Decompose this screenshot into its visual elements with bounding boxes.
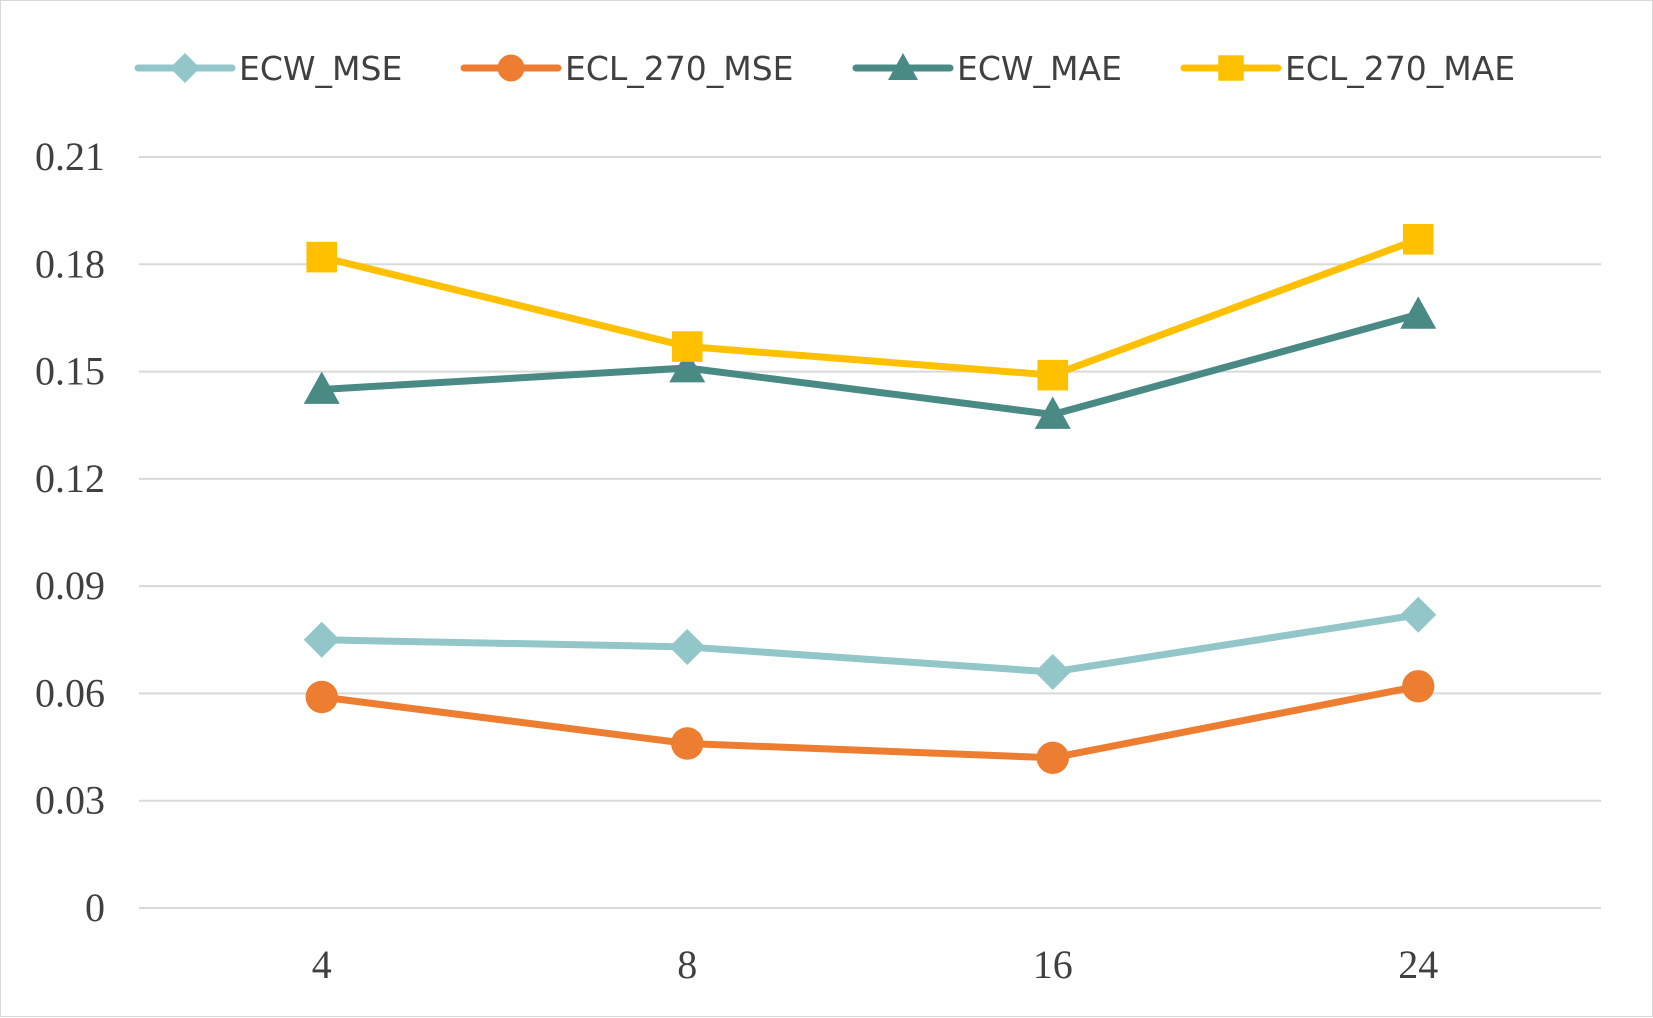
data-point-ecl_270_mse: [671, 727, 704, 760]
data-point-ecl_270_mse: [305, 680, 338, 714]
legend-marker: [170, 53, 200, 83]
y-axis-ticks: 0 0.03 0.06 0.09 0.12 0.15 0.18 0.21: [35, 134, 105, 930]
data-point-ecw_mse: [1400, 596, 1437, 633]
x-axis-ticks: 4 8 16 24: [312, 942, 1439, 987]
data-point-ecw_mse: [303, 621, 340, 658]
legend-item: ECL_270_MAE: [1180, 49, 1515, 88]
data-point-ecl_270_mae: [306, 241, 338, 273]
legend-item: ECW_MAE: [852, 49, 1122, 88]
data-point-ecl_270_mae: [1037, 359, 1069, 391]
data-point-ecw_mae: [1400, 296, 1437, 329]
legend-marker: [1218, 55, 1244, 81]
gridlines: [139, 156, 1601, 909]
data-point-ecw_mae: [669, 349, 706, 383]
data-point-ecl_270_mae: [1402, 223, 1434, 255]
data-point-ecw_mse: [669, 628, 706, 665]
series-lines: [318, 235, 1422, 762]
x-tick-label: 4: [312, 942, 332, 987]
series-line-ecl_270_mae: [318, 235, 1422, 379]
y-tick-label: 0.15: [35, 349, 105, 394]
y-tick-label: 0.03: [35, 778, 105, 823]
y-tick-label: 0.12: [35, 456, 105, 501]
y-tick-label: 0.18: [35, 241, 105, 286]
legend-marker: [497, 54, 525, 82]
data-point-ecw_mse: [1034, 653, 1071, 690]
legend-marker: [888, 53, 918, 80]
data-point-ecl_270_mse: [1402, 670, 1435, 703]
legend: ECW_MSE ECL_270_MSE ECW_MAE ECL_270_MAE: [134, 49, 1515, 88]
data-point-ecw_mae: [303, 371, 340, 404]
legend-item: ECW_MSE: [134, 49, 402, 88]
legend-label: ECW_MSE: [239, 49, 402, 88]
legend-item: ECL_270_MSE: [460, 49, 794, 88]
series-markers: [303, 223, 1437, 774]
data-point-ecl_270_mse: [1036, 741, 1069, 774]
legend-label: ECL_270_MAE: [1285, 49, 1515, 88]
data-point-ecl_270_mae: [671, 331, 703, 362]
series-line-ecl_270_mse: [318, 682, 1422, 762]
x-tick-label: 8: [677, 942, 697, 987]
series-line-ecw_mae: [318, 310, 1422, 418]
legend-label: ECL_270_MSE: [565, 49, 794, 88]
data-point-ecw_mae: [1034, 396, 1071, 429]
x-tick-label: 16: [1033, 942, 1073, 987]
y-tick-label: 0.06: [35, 670, 105, 715]
y-tick-label: 0: [85, 885, 105, 930]
legend-label: ECW_MAE: [957, 49, 1122, 88]
series-line-ecw_mse: [318, 611, 1422, 676]
y-tick-label: 0.09: [35, 563, 105, 608]
x-tick-label: 24: [1398, 942, 1438, 987]
y-tick-label: 0.21: [35, 134, 105, 179]
